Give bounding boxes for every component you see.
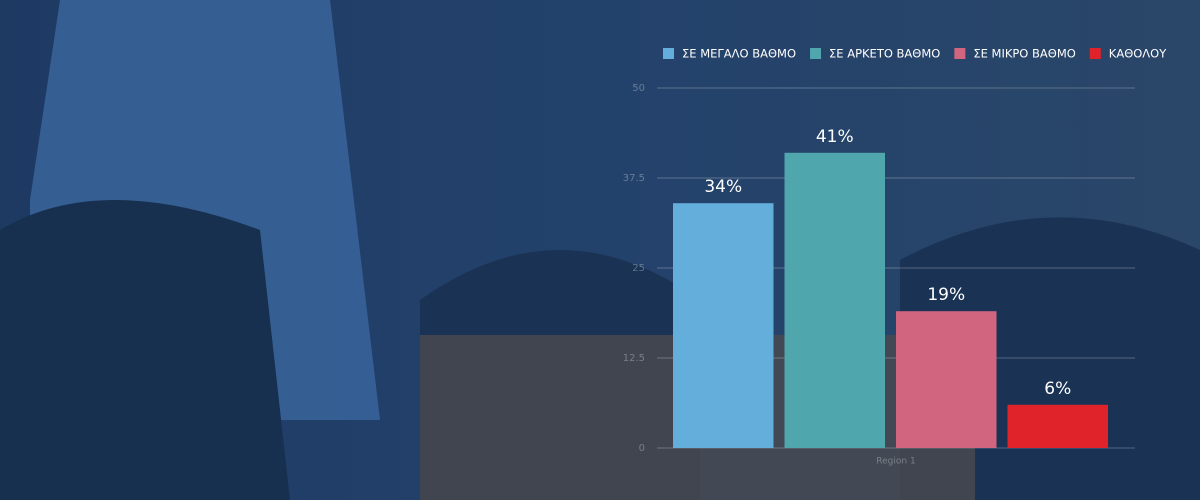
legend: ΣΕ ΜΕΓΑΛΟ ΒΑΘΜΟ ΣΕ ΑΡΚΕΤΟ ΒΑΘΜΟ ΣΕ ΜΙΚΡΟ Β…	[663, 47, 1167, 61]
y-tick-label: 12.5	[623, 353, 645, 364]
value-label: 41%	[816, 127, 854, 147]
figure-shape	[0, 200, 290, 500]
value-label: 19%	[927, 285, 965, 305]
legend-swatch	[663, 48, 674, 59]
legend-label: ΣΕ ΜΕΓΑΛΟ ΒΑΘΜΟ	[682, 47, 796, 61]
legend-label: ΣΕ ΑΡΚΕΤΟ ΒΑΘΜΟ	[829, 47, 940, 61]
value-label: 34%	[704, 177, 742, 197]
legend-swatch	[954, 48, 966, 59]
legend-swatch	[1089, 48, 1101, 59]
bar	[1007, 404, 1108, 448]
bars: Region 1 34% 41% 19% 6%	[673, 127, 1108, 467]
y-tick-label: 37.5	[623, 173, 645, 184]
x-tick-label: Region 1	[876, 457, 915, 467]
y-tick-label: 25	[632, 263, 645, 274]
y-tick-label: 0	[639, 443, 645, 454]
bar	[896, 311, 997, 448]
legend-swatch	[810, 48, 822, 59]
y-tick-label: 50	[632, 83, 645, 94]
bar	[784, 152, 885, 449]
bar	[673, 203, 774, 448]
legend-label: ΣΕ ΜΙΚΡΟ ΒΑΘΜΟ	[973, 47, 1075, 61]
value-label: 6%	[1044, 379, 1071, 399]
legend-label: ΚΑΘΟΛΟΥ	[1109, 47, 1167, 61]
